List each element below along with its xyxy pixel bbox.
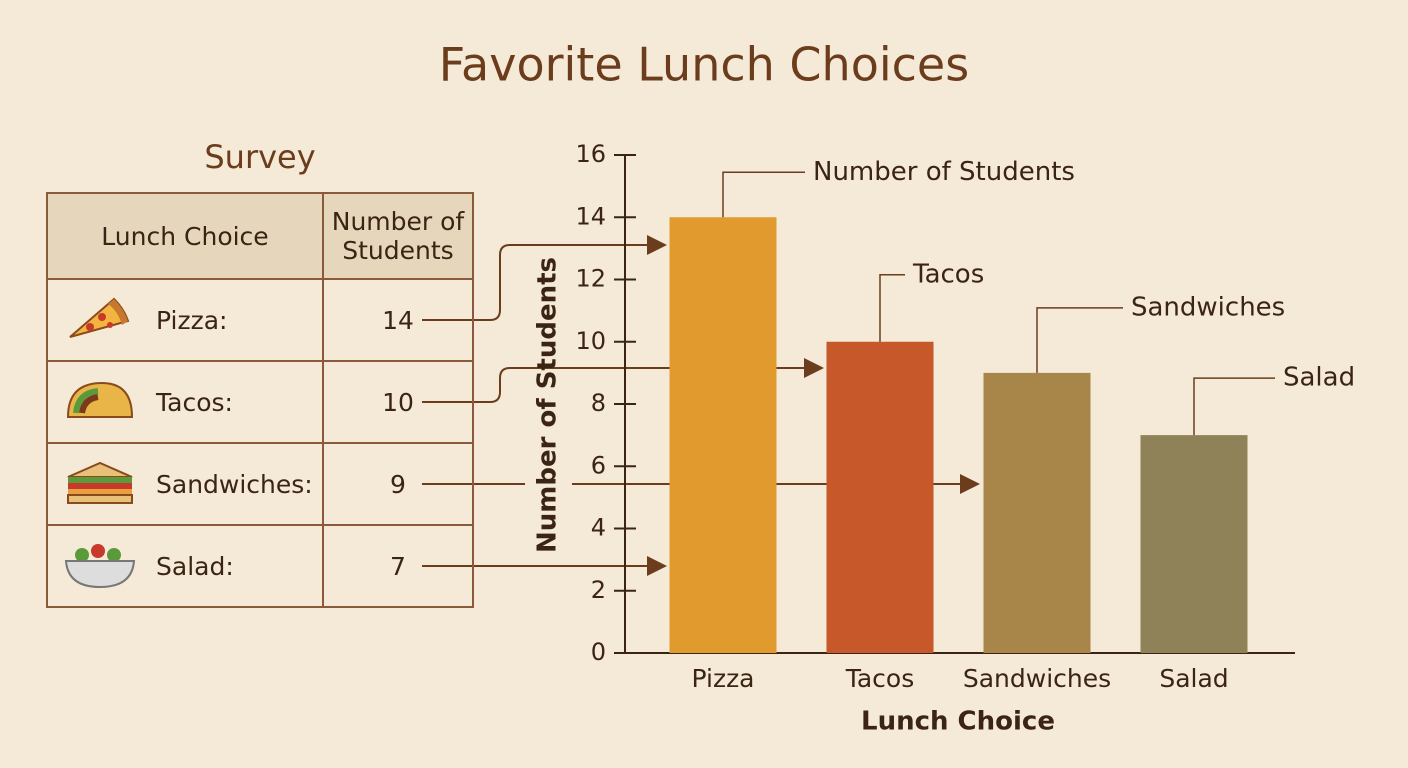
y-axis-label: Number of Students [533,257,563,553]
food-icon [67,461,133,504]
chart-title: Favorite Lunch Choices [439,38,969,92]
table-row: Tacos: 10 [46,360,474,444]
bar [983,372,1091,653]
bar [826,341,934,653]
column-header: Number of Students [322,192,474,280]
row-value: 10 [322,360,474,444]
row-value: 7 [322,524,474,608]
row-label: Sandwiches: [156,469,313,499]
y-tick-label: 14 [575,202,606,230]
bar-callout: Sandwiches [1131,292,1285,322]
food-icon [64,544,136,589]
row-label: Pizza: [156,305,228,335]
x-axis-label: Lunch Choice [861,707,1055,737]
y-tick-label: 10 [575,327,606,355]
survey-table: Lunch Choice Number of Students Pizza: 14 T… [46,192,474,608]
bar-callout: Salad [1283,363,1355,393]
x-tick-label: Sandwiches [963,664,1111,693]
y-tick-label: 0 [591,638,606,666]
table-title: Survey [204,138,316,176]
bar [1140,435,1248,653]
callout-line [1193,377,1275,436]
row-cell: Sandwiches: [46,442,324,526]
row-value: 9 [322,442,474,526]
x-tick-label: Tacos [845,664,915,693]
y-tick-label: 6 [591,451,606,479]
y-tick-label: 2 [591,576,606,604]
row-cell: Pizza: [46,278,324,362]
x-tick-label: Pizza [691,664,754,693]
bar [669,217,777,653]
y-tick-label: 8 [591,389,606,417]
table-row: Salad: 7 [46,524,474,608]
row-label: Salad: [156,551,234,581]
row-label: Tacos: [156,387,233,417]
y-tick-label: 4 [591,514,606,542]
column-header: Lunch Choice [46,192,324,280]
table-row: Pizza: 14 [46,278,474,362]
bar-callout: Tacos [912,259,984,289]
row-cell: Tacos: [46,360,324,444]
callout-line [722,171,805,218]
y-tick-label: 16 [575,140,606,168]
callout-line [1036,307,1123,373]
row-cell: Salad: [46,524,324,608]
bar-callout: Number of Students [813,157,1075,187]
y-tick-label: 12 [575,265,606,293]
food-icon [69,297,130,338]
callout-line [879,274,905,342]
table-row: Sandwiches: 9 [46,442,474,526]
x-tick-label: Salad [1159,664,1228,693]
row-value: 14 [322,278,474,362]
food-icon [66,381,134,418]
